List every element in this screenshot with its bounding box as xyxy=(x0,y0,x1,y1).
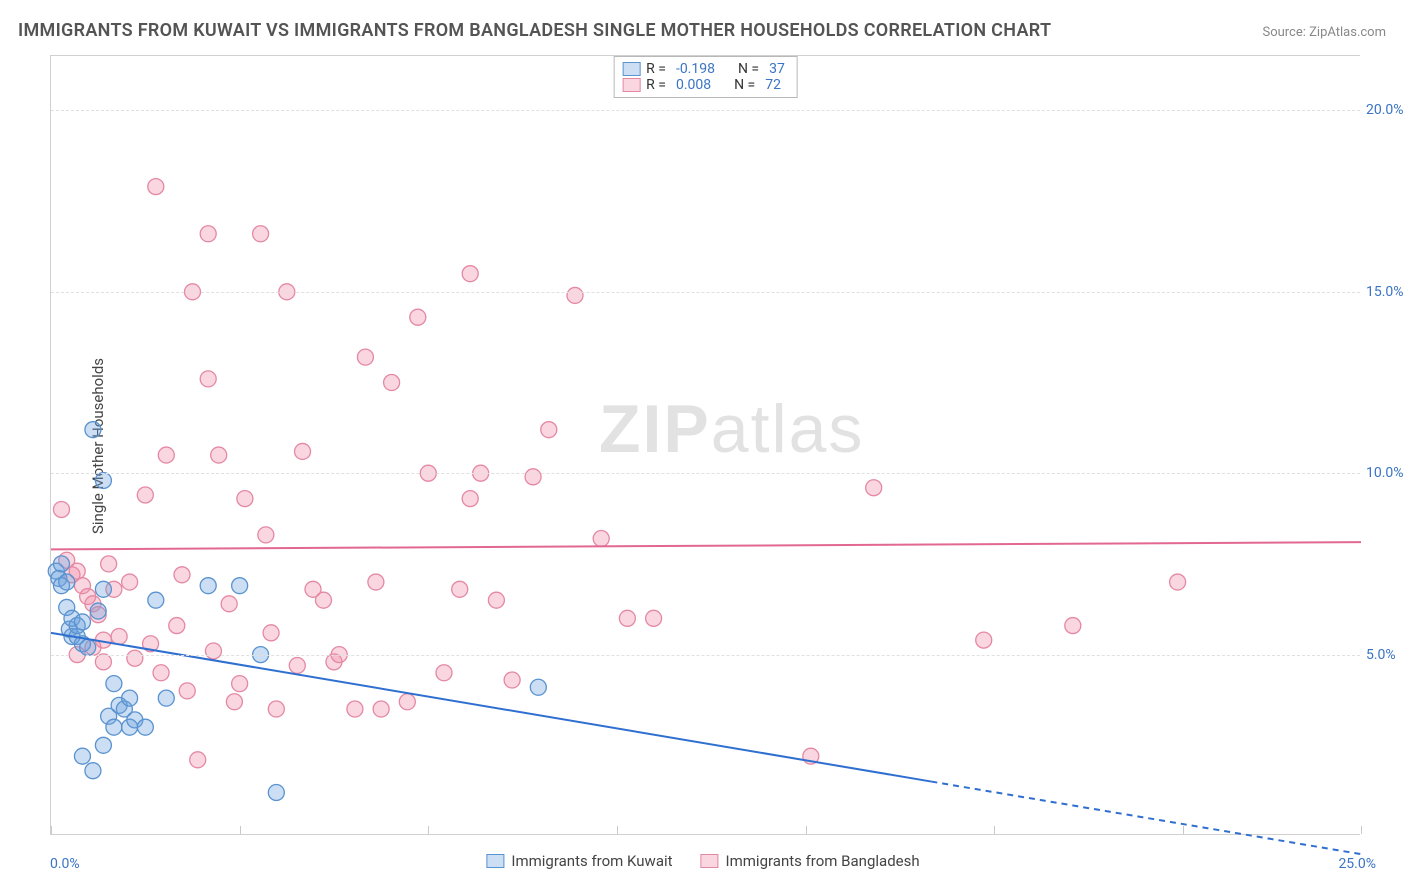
scatter-point-bangladesh xyxy=(179,683,195,699)
scatter-point-bangladesh xyxy=(200,371,216,387)
scatter-point-bangladesh xyxy=(368,574,384,590)
scatter-point-bangladesh xyxy=(268,701,284,717)
scatter-point-bangladesh xyxy=(462,266,478,282)
scatter-point-bangladesh xyxy=(452,581,468,597)
scatter-point-kuwait xyxy=(74,748,90,764)
x-axis-origin-label: 0.0% xyxy=(50,856,80,872)
legend-item-kuwait: Immigrants from Kuwait xyxy=(486,852,672,870)
scatter-point-bangladesh xyxy=(357,349,373,365)
chart-title: IMMIGRANTS FROM KUWAIT VS IMMIGRANTS FRO… xyxy=(18,20,1051,41)
legend-label-bangladesh: Immigrants from Bangladesh xyxy=(726,852,920,870)
scatter-point-bangladesh xyxy=(95,654,111,670)
scatter-point-kuwait xyxy=(137,719,153,735)
scatter-point-bangladesh xyxy=(221,596,237,612)
y-tick-label: 5.0% xyxy=(1366,647,1396,663)
scatter-point-bangladesh xyxy=(462,491,478,507)
scatter-point-bangladesh xyxy=(289,657,305,673)
scatter-point-bangladesh xyxy=(148,179,164,195)
scatter-point-bangladesh xyxy=(646,610,662,626)
scatter-point-bangladesh xyxy=(525,469,541,485)
scatter-point-bangladesh xyxy=(1170,574,1186,590)
scatter-point-bangladesh xyxy=(504,672,520,688)
scatter-point-bangladesh xyxy=(53,501,69,517)
scatter-point-bangladesh xyxy=(373,701,389,717)
scatter-point-kuwait xyxy=(85,763,101,779)
scatter-point-kuwait xyxy=(200,578,216,594)
scatter-point-bangladesh xyxy=(399,694,415,710)
scatter-point-bangladesh xyxy=(226,694,242,710)
scatter-point-bangladesh xyxy=(205,643,221,659)
scatter-point-bangladesh xyxy=(101,556,117,572)
scatter-point-bangladesh xyxy=(976,632,992,648)
scatter-point-bangladesh xyxy=(593,531,609,547)
scatter-point-bangladesh xyxy=(384,375,400,391)
trend-line-dashed-kuwait xyxy=(931,782,1361,855)
legend-label-kuwait: Immigrants from Kuwait xyxy=(511,852,672,870)
y-tick-label: 15.0% xyxy=(1366,284,1404,300)
scatter-point-bangladesh xyxy=(258,527,274,543)
scatter-point-bangladesh xyxy=(253,226,269,242)
legend-item-bangladesh: Immigrants from Bangladesh xyxy=(701,852,920,870)
scatter-point-bangladesh xyxy=(567,287,583,303)
scatter-point-bangladesh xyxy=(137,487,153,503)
y-tick-label: 20.0% xyxy=(1366,102,1404,118)
scatter-point-kuwait xyxy=(530,679,546,695)
trend-line-bangladesh xyxy=(51,542,1361,549)
scatter-point-bangladesh xyxy=(436,665,452,681)
scatter-point-bangladesh xyxy=(263,625,279,641)
scatter-point-bangladesh xyxy=(315,592,331,608)
swatch-bangladesh-bottom xyxy=(701,854,719,868)
scatter-point-kuwait xyxy=(59,574,75,590)
scatter-point-bangladesh xyxy=(232,676,248,692)
scatter-point-kuwait xyxy=(95,472,111,488)
scatter-point-bangladesh xyxy=(488,592,504,608)
scatter-point-kuwait xyxy=(53,556,69,572)
plot-area: ZIPatlas R = -0.198 N = 37 R = 0.008 N =… xyxy=(50,55,1360,835)
series-legend: Immigrants from Kuwait Immigrants from B… xyxy=(486,852,919,870)
scatter-point-bangladesh xyxy=(174,567,190,583)
scatter-point-bangladesh xyxy=(1065,618,1081,634)
scatter-point-bangladesh xyxy=(127,650,143,666)
scatter-point-kuwait xyxy=(148,592,164,608)
scatter-point-kuwait xyxy=(74,614,90,630)
scatter-point-bangladesh xyxy=(295,443,311,459)
chart-svg xyxy=(51,56,1360,834)
scatter-point-bangladesh xyxy=(347,701,363,717)
scatter-point-bangladesh xyxy=(866,480,882,496)
y-tick-label: 10.0% xyxy=(1366,465,1404,481)
source-attribution: Source: ZipAtlas.com xyxy=(1262,25,1386,40)
scatter-point-kuwait xyxy=(268,784,284,800)
scatter-point-bangladesh xyxy=(153,665,169,681)
scatter-point-bangladesh xyxy=(190,752,206,768)
scatter-point-kuwait xyxy=(106,719,122,735)
scatter-point-bangladesh xyxy=(237,491,253,507)
scatter-point-kuwait xyxy=(85,422,101,438)
scatter-point-kuwait xyxy=(80,639,96,655)
scatter-point-bangladesh xyxy=(158,447,174,463)
scatter-point-kuwait xyxy=(232,578,248,594)
scatter-point-bangladesh xyxy=(111,628,127,644)
scatter-point-bangladesh xyxy=(200,226,216,242)
scatter-point-kuwait xyxy=(106,676,122,692)
swatch-kuwait-bottom xyxy=(486,854,504,868)
x-axis-max-label: 25.0% xyxy=(1338,856,1376,872)
scatter-point-kuwait xyxy=(90,603,106,619)
scatter-point-bangladesh xyxy=(541,422,557,438)
scatter-point-bangladesh xyxy=(169,618,185,634)
scatter-point-bangladesh xyxy=(619,610,635,626)
scatter-point-bangladesh xyxy=(410,309,426,325)
scatter-point-kuwait xyxy=(122,690,138,706)
scatter-point-kuwait xyxy=(95,737,111,753)
scatter-point-bangladesh xyxy=(122,574,138,590)
scatter-point-bangladesh xyxy=(211,447,227,463)
scatter-point-kuwait xyxy=(158,690,174,706)
scatter-point-kuwait xyxy=(95,581,111,597)
